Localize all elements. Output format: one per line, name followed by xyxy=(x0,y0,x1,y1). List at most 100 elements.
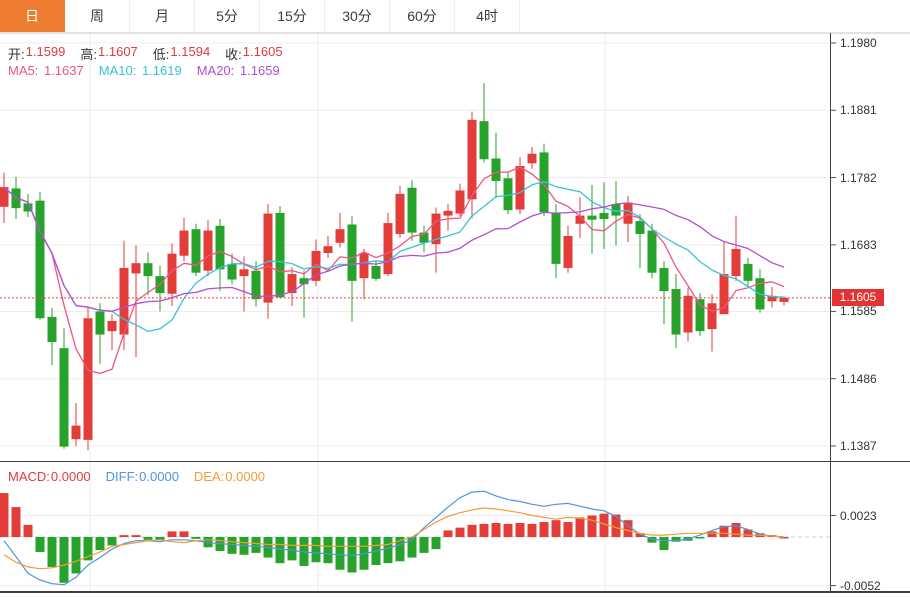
candle-body xyxy=(599,212,609,220)
ma5-label: MA5: xyxy=(8,63,39,78)
candle-body xyxy=(683,295,693,333)
dea-line xyxy=(3,507,785,570)
dea-label: DEA: xyxy=(193,469,225,484)
macd-bar xyxy=(611,514,621,537)
candle-body xyxy=(743,263,753,281)
candle-body xyxy=(527,153,537,164)
candle-body xyxy=(83,318,93,440)
macd-bar xyxy=(419,537,429,553)
candle-body xyxy=(515,166,525,210)
macd-bar xyxy=(551,520,561,537)
low-value: 1.1594 xyxy=(170,44,211,59)
macd-bar xyxy=(395,537,405,562)
candle-body xyxy=(767,295,777,302)
diff-readout: DIFF: 0.0000 xyxy=(106,469,179,484)
macd-layer xyxy=(0,490,789,586)
candle-body xyxy=(95,311,105,335)
tab-month[interactable]: 月 xyxy=(130,0,195,32)
macd-bar xyxy=(527,523,537,537)
macd-bar xyxy=(275,537,285,564)
axis-ticks-layer xyxy=(830,42,836,587)
close-value: 1.1605 xyxy=(242,44,283,59)
open-label: 开: xyxy=(8,47,25,62)
tab-60min[interactable]: 60分 xyxy=(390,0,455,32)
low-label: 低: xyxy=(152,47,170,62)
high-label: 高: xyxy=(80,47,98,62)
macd-bar xyxy=(35,537,45,552)
macd-bar xyxy=(143,537,153,540)
current-price-badge: 1.1605 xyxy=(832,289,884,307)
candle-body xyxy=(395,193,405,234)
macd-bar xyxy=(191,537,201,539)
tab-30min[interactable]: 30分 xyxy=(325,0,390,32)
low-readout: 低: 1.1594 xyxy=(153,44,210,63)
candle-body xyxy=(323,246,333,253)
dea-readout: DEA: 0.0000 xyxy=(194,469,265,484)
ma10-readout: MA10: 1.1619 xyxy=(99,63,182,78)
price-tick-label: 1.1486 xyxy=(840,371,877,386)
candle-body xyxy=(359,252,369,279)
macd-bar xyxy=(0,493,9,537)
candle-body xyxy=(23,203,33,212)
macd-bar xyxy=(443,530,453,537)
macd-bar xyxy=(479,523,489,537)
macd-bar xyxy=(23,524,33,537)
ma5-value: 1.1637 xyxy=(43,63,84,78)
macd-readout: MACD: 0.0000 xyxy=(8,469,91,484)
candles-layer xyxy=(0,83,789,451)
tab-15min[interactable]: 15分 xyxy=(260,0,325,32)
macd-bar xyxy=(647,537,657,543)
ma-lines-layer xyxy=(3,166,785,375)
macd-bar xyxy=(731,522,741,537)
macd-bar xyxy=(671,537,681,542)
open-value: 1.1599 xyxy=(25,44,66,59)
price-tick-label: 1.1387 xyxy=(840,439,877,453)
candle-body xyxy=(371,265,381,279)
macd-bar xyxy=(335,537,345,570)
macd-bar xyxy=(491,522,501,537)
tab-4hour[interactable]: 4时 xyxy=(455,0,520,32)
ma20-value: 1.1659 xyxy=(239,63,280,78)
macd-bar xyxy=(323,537,333,564)
close-label: 收: xyxy=(225,47,242,62)
macd-bar xyxy=(431,537,441,550)
macd-bar xyxy=(251,537,261,553)
ma20-readout: MA20: 1.1659 xyxy=(197,63,280,78)
macd-bar xyxy=(575,517,585,537)
candle-body xyxy=(575,215,585,224)
macd-bar xyxy=(167,531,177,537)
macd-bar xyxy=(563,522,573,537)
ma20-line xyxy=(3,186,785,312)
macd-bar xyxy=(695,537,705,539)
candle-body xyxy=(71,425,81,440)
candle-body xyxy=(419,232,429,243)
candle-body xyxy=(47,316,57,343)
macd-bar xyxy=(659,537,669,551)
candle-body xyxy=(203,230,213,271)
candle-body xyxy=(707,303,717,330)
macd-bar xyxy=(11,507,21,537)
macd-label: MACD: xyxy=(8,469,50,484)
candle-body xyxy=(587,215,597,220)
candle-body xyxy=(251,270,261,300)
macd-bar xyxy=(515,522,525,537)
high-readout: 高: 1.1607 xyxy=(80,44,137,63)
candle-body xyxy=(167,253,177,294)
candle-body xyxy=(59,348,69,447)
macd-legend: MACD: 0.0000 DIFF: 0.0000 DEA: 0.0000 xyxy=(8,469,265,484)
macd-bar xyxy=(347,537,357,573)
tab-week[interactable]: 周 xyxy=(65,0,130,32)
dea-value: 0.0000 xyxy=(225,469,266,484)
macd-tick-label: -0.0052 xyxy=(840,578,881,593)
open-readout: 开: 1.1599 xyxy=(8,44,65,63)
macd-bar xyxy=(587,515,597,537)
tab-5min[interactable]: 5分 xyxy=(195,0,260,32)
price-tick-label: 1.1881 xyxy=(840,103,877,118)
tab-day[interactable]: 日 xyxy=(0,0,65,32)
candle-body xyxy=(143,263,153,277)
candle-body xyxy=(299,278,309,285)
high-value: 1.1607 xyxy=(98,44,138,59)
macd-bar xyxy=(467,524,477,537)
macd-bar xyxy=(311,537,321,563)
